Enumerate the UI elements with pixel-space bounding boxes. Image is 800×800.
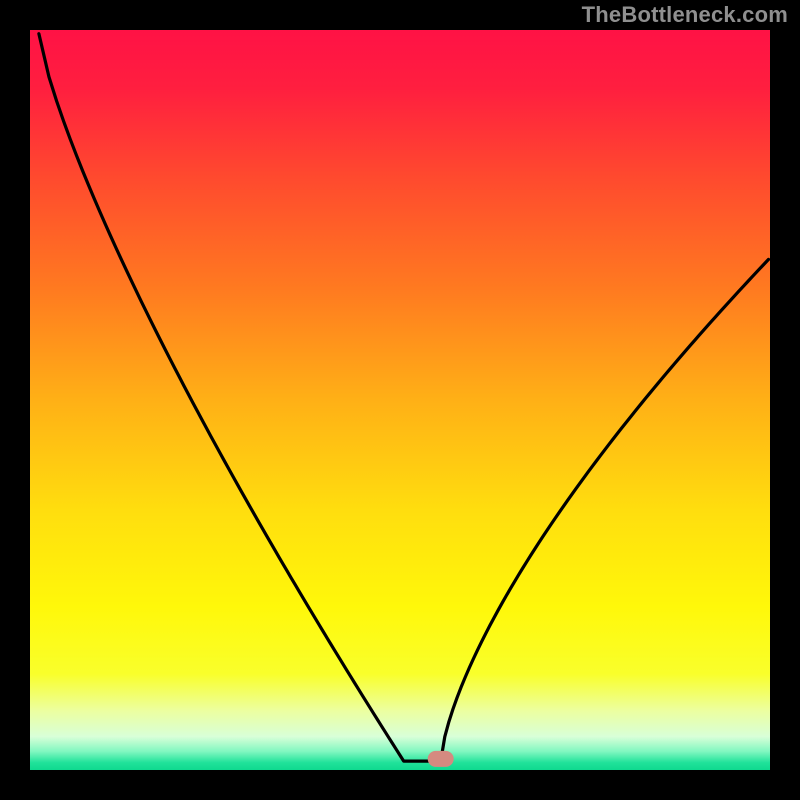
plot-area (30, 30, 770, 770)
chart-root: TheBottleneck.com (0, 0, 800, 800)
optimal-marker (428, 751, 454, 767)
gradient-background (30, 30, 770, 770)
bottleneck-chart (0, 0, 800, 800)
watermark-text: TheBottleneck.com (582, 2, 788, 28)
